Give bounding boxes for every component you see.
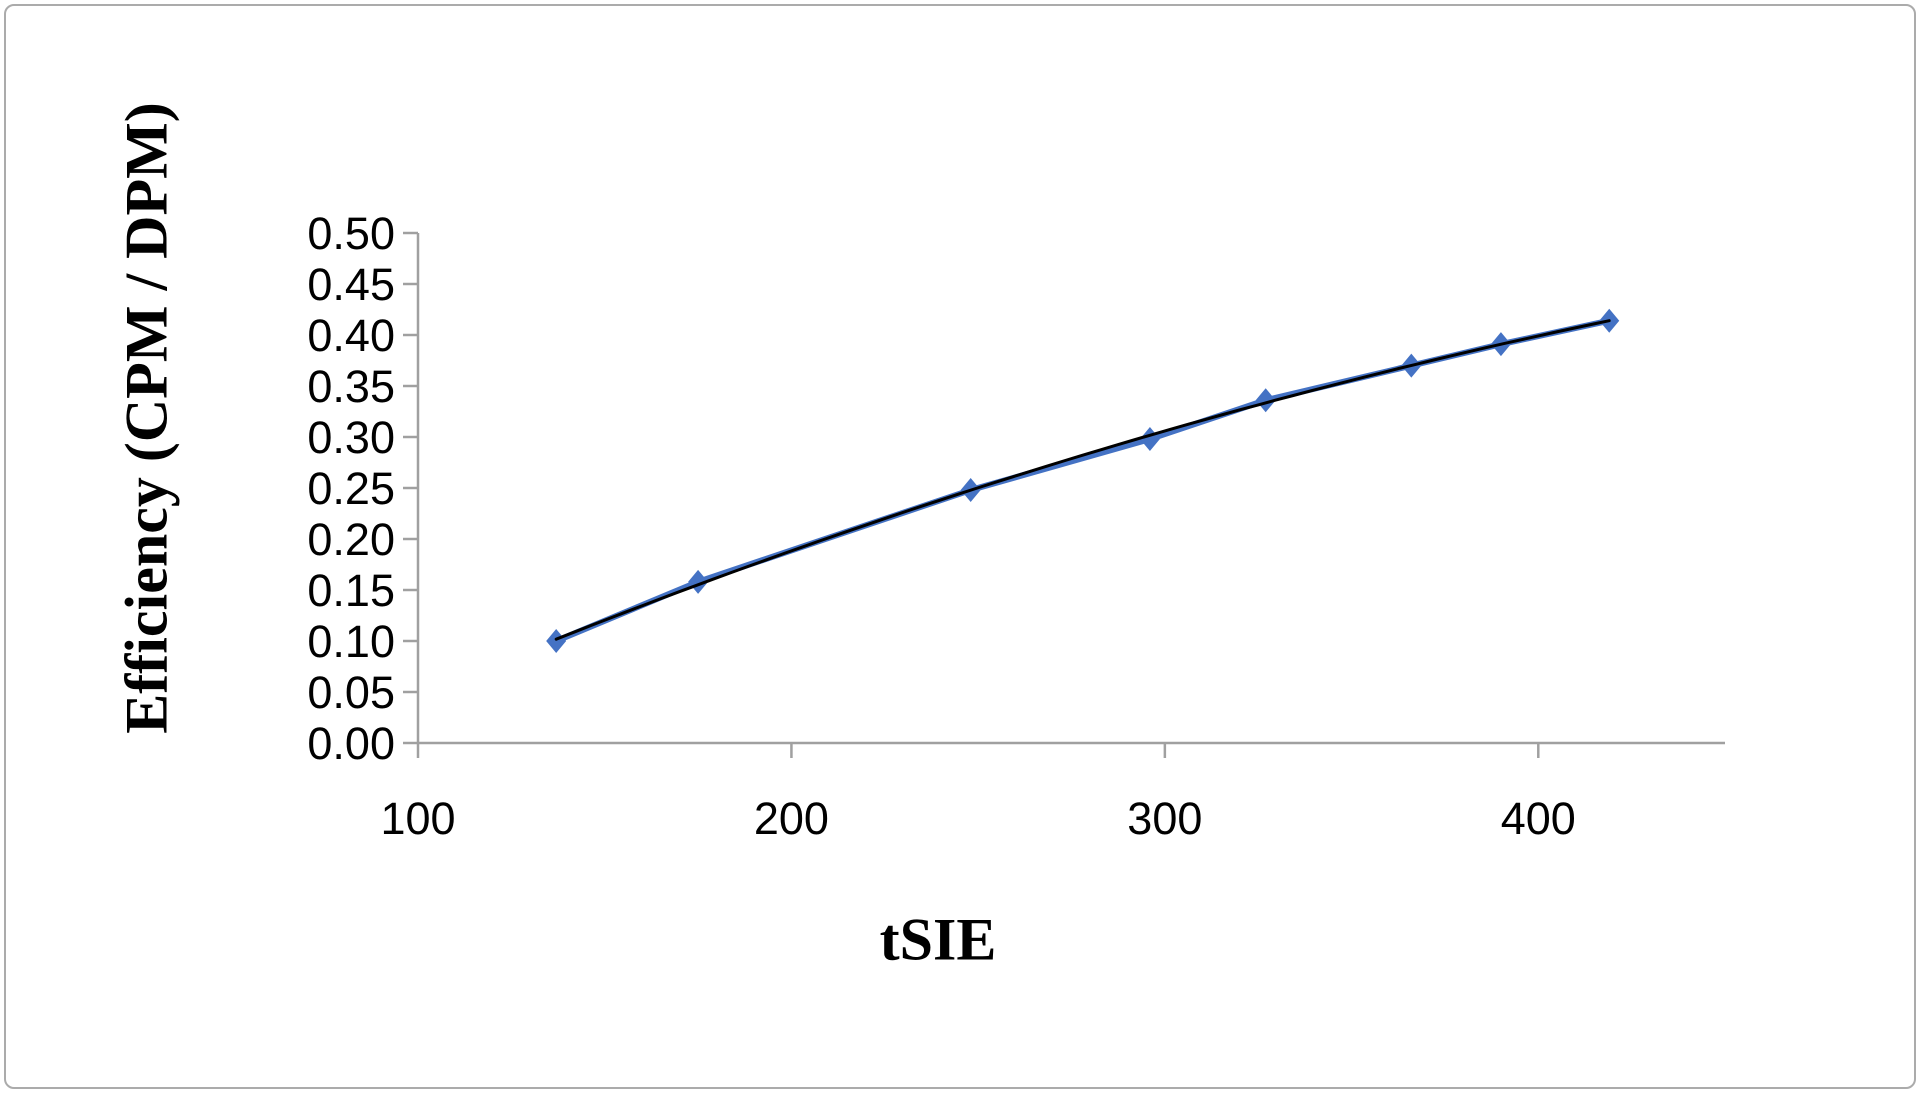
data-point-marker xyxy=(1255,388,1276,413)
x-tick-label: 300 xyxy=(1127,793,1202,844)
marker-group xyxy=(546,308,1620,653)
x-axis-title: tSIE xyxy=(879,906,997,973)
y-tick-label: 0.05 xyxy=(307,667,395,718)
y-tick-label: 0.45 xyxy=(307,259,395,310)
x-tick-label: 400 xyxy=(1501,793,1576,844)
y-tick-label: 0.00 xyxy=(307,718,395,769)
y-tick-label: 0.15 xyxy=(307,565,395,616)
y-tick-label: 0.30 xyxy=(307,412,395,463)
x-tick-label: 200 xyxy=(754,793,829,844)
y-axis-title: Efficiency (CPM / DPM) xyxy=(113,102,180,734)
y-tick-label: 0.50 xyxy=(307,208,395,259)
x-tick-label: 100 xyxy=(380,793,455,844)
data-point-marker xyxy=(546,629,567,653)
y-tick-label: 0.25 xyxy=(307,463,395,514)
trendline xyxy=(554,319,1611,641)
y-tick-label: 0.40 xyxy=(307,310,395,361)
y-tick-label: 0.20 xyxy=(307,514,395,565)
y-tick-label: 0.35 xyxy=(307,361,395,412)
axes xyxy=(403,231,1725,758)
data-point-marker xyxy=(1139,427,1160,452)
y-tick-label: 0.10 xyxy=(307,616,395,667)
data-series-line xyxy=(553,317,1613,644)
